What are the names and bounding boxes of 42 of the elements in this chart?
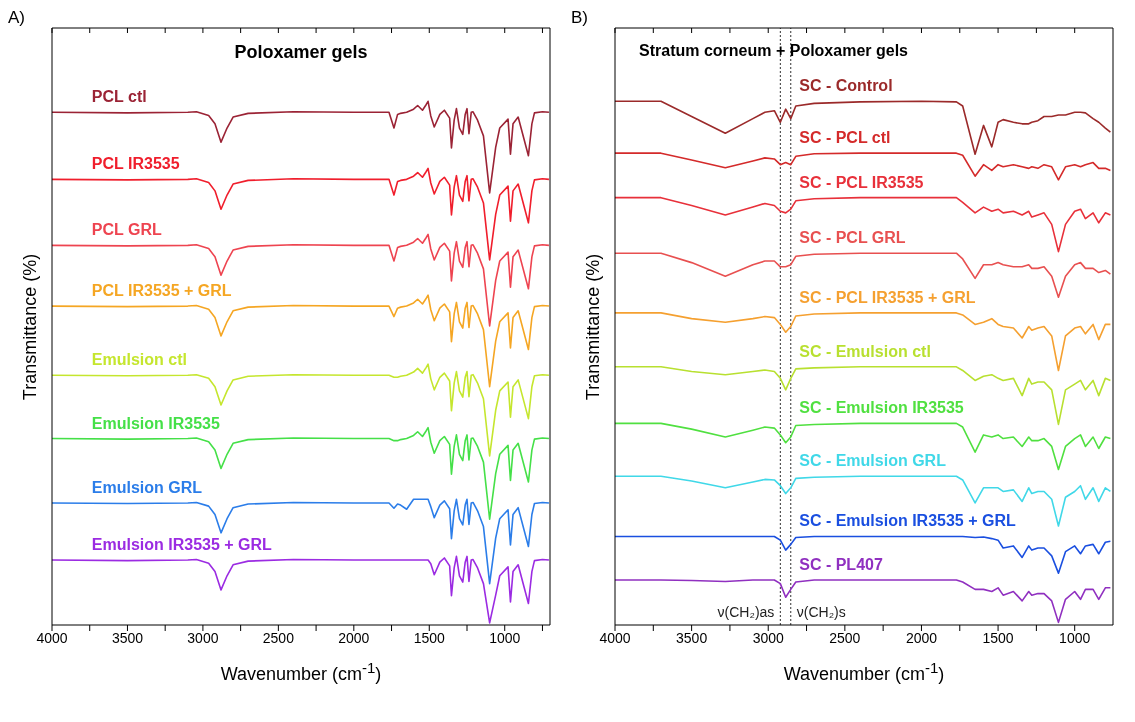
series-label: SC - PCL IR3535 <box>799 173 924 192</box>
y-axis-title: Transmittance (%) <box>582 253 604 400</box>
x-tick-label: 3000 <box>752 629 785 646</box>
chart-title: Poloxamer gels <box>233 42 369 63</box>
series-label: SC - PCL ctl <box>799 129 891 148</box>
series-label: SC - Control <box>799 77 893 96</box>
series-label: SC - PCL IR3535 + GRL <box>799 288 976 307</box>
y-axis-title: Transmittance (%) <box>19 253 41 400</box>
ref-line-label: ν(CH₂)s <box>796 604 846 620</box>
series-label: SC - Emulsion IR3535 + GRL <box>799 512 1016 531</box>
series-label: Emulsion ctl <box>91 351 187 370</box>
chart-title: Stratum corneum + Poloxamer gels <box>638 42 909 60</box>
x-tick-label: 3500 <box>676 629 708 646</box>
series-label: SC - Emulsion ctl <box>799 342 931 361</box>
x-tick-label: 1000 <box>489 629 521 646</box>
x-tick-label: 4000 <box>599 629 631 646</box>
series-label: PCL IR3535 + GRL <box>91 282 232 301</box>
x-axis-title: Wavenumber (cm$^{-1}$) <box>782 659 946 685</box>
x-axis-title: Wavenumber (cm$^{-1}$) <box>219 659 383 685</box>
x-tick-label: 3500 <box>111 629 144 646</box>
series-label: SC - PCL GRL <box>799 229 906 248</box>
x-tick-label: 1500 <box>982 629 1014 646</box>
series-label: SC - PL407 <box>799 555 883 574</box>
text: B) <box>571 8 588 28</box>
x-tick-label: 2500 <box>262 629 295 646</box>
x-tick-label: 4000 <box>36 629 68 646</box>
series-label: SC - Emulsion IR3535 <box>799 399 964 418</box>
x-tick-label: 2000 <box>905 629 938 646</box>
series-label: Emulsion IR3535 + GRL <box>91 536 272 555</box>
x-tick-label: 3000 <box>187 629 219 646</box>
series-label: Emulsion GRL <box>91 478 203 497</box>
x-tick-label: 1500 <box>413 629 446 646</box>
x-tick-label: 2000 <box>338 629 370 646</box>
series-label: PCL ctl <box>91 88 147 107</box>
series-label: Emulsion IR3535 <box>91 414 220 433</box>
series-label: PCL GRL <box>91 221 162 240</box>
x-tick-label: 2500 <box>829 629 861 646</box>
x-tick-label: 1000 <box>1059 629 1091 646</box>
series-label: SC - Emulsion GRL <box>799 452 946 471</box>
series-label: PCL IR3535 <box>91 155 180 174</box>
text: A) <box>8 8 25 28</box>
ref-line-label: ν(CH₂)as <box>717 604 775 620</box>
